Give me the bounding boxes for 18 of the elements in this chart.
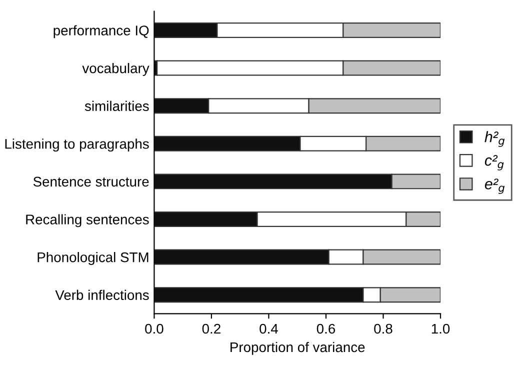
- x-tick-label: 0.2: [202, 324, 220, 334]
- y-tick-label: Recalling sentences: [26, 214, 149, 228]
- x-tick-label: 0.0: [145, 324, 164, 334]
- legend-label: e²$_{g}$: [484, 178, 505, 194]
- y-tick-label: performance IQ: [54, 25, 149, 38]
- x-tick-label: 0.6: [316, 324, 336, 334]
- y-tick-label: Phonological STM: [38, 252, 148, 265]
- y-tick-label: Sentence structure: [33, 176, 149, 187]
- y-tick-label: vocabulary: [82, 63, 150, 76]
- legend-label: c²$_{g}$: [484, 155, 504, 170]
- x-tick-label: 0.8: [374, 324, 392, 334]
- legend-label: h²$_{g}$: [484, 131, 505, 147]
- x-axis-title: Proportion of variance: [230, 342, 365, 355]
- x-tick-label: 1.0: [432, 324, 450, 334]
- y-tick-label: Listening to paragraphs: [5, 138, 149, 152]
- x-tick-label: 0.4: [260, 324, 278, 334]
- y-tick-label: similarities: [84, 100, 149, 112]
- y-tick-label: Verb inflections: [55, 290, 149, 300]
